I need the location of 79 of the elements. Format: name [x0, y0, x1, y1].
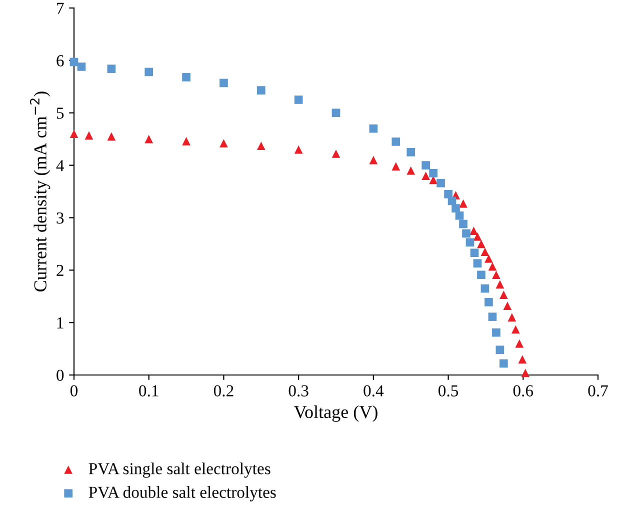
- point: [294, 145, 303, 154]
- point: [256, 142, 266, 150]
- x-tick-label: 0.6: [513, 385, 534, 397]
- y-axis-title: Current density (mA cm$^{−2}$): [30, 92, 50, 292]
- point: [369, 156, 378, 164]
- point: [406, 148, 416, 156]
- point: [477, 270, 486, 280]
- x-tick-label: 0.7: [588, 385, 608, 397]
- x-tick-label: 0.3: [288, 385, 308, 397]
- point: [466, 238, 474, 247]
- point: [369, 124, 378, 133]
- point: [107, 64, 116, 73]
- point: [332, 150, 340, 158]
- y-tick-label: 7: [57, 2, 64, 14]
- point: [480, 248, 490, 256]
- y-tick-label: 4: [56, 160, 64, 172]
- point: [484, 298, 493, 306]
- point: [429, 168, 438, 178]
- point: [462, 229, 470, 238]
- point: [521, 368, 530, 378]
- point: [500, 359, 508, 368]
- point: [508, 313, 516, 322]
- y-tick-label: 0: [56, 370, 64, 381]
- point: [511, 325, 520, 334]
- point: [70, 58, 78, 66]
- x-axis-title: Voltage (V): [294, 405, 378, 422]
- point: [220, 78, 228, 88]
- point: [459, 220, 468, 228]
- point: [182, 137, 190, 146]
- point: [144, 68, 154, 76]
- point: [77, 62, 86, 71]
- x-tick-label: 0.1: [139, 385, 158, 397]
- legend-label: PVA single salt electrolytes: [88, 462, 270, 478]
- point: [70, 130, 78, 138]
- point: [107, 132, 116, 141]
- point: [518, 355, 527, 364]
- point: [220, 139, 228, 148]
- point: [436, 178, 445, 188]
- y-tick-label: 6: [56, 55, 64, 66]
- point: [256, 86, 266, 94]
- point: [392, 162, 400, 170]
- y-tick-label: 5: [56, 108, 64, 119]
- point: [480, 284, 490, 293]
- point: [422, 161, 430, 170]
- legend-label: PVA double salt electrolytes: [88, 486, 276, 502]
- y-tick-label: 2: [56, 264, 64, 276]
- x-tick-label: 0: [70, 385, 78, 396]
- point: [492, 270, 500, 280]
- point: [392, 138, 400, 146]
- point: [452, 204, 460, 212]
- point: [496, 346, 504, 354]
- point: [144, 134, 154, 144]
- point: [500, 290, 508, 299]
- x-tick-label: 0.4: [364, 385, 384, 397]
- point: [503, 302, 512, 310]
- point: [496, 280, 504, 288]
- point: [444, 190, 452, 198]
- point: [332, 108, 340, 118]
- point: [488, 312, 497, 321]
- point: [470, 226, 478, 235]
- point: [294, 96, 303, 104]
- point: [455, 211, 464, 220]
- x-tick-label: 0.5: [438, 385, 458, 397]
- y-tick-label: 3: [56, 212, 64, 224]
- point: [488, 262, 497, 271]
- point: [515, 339, 524, 348]
- point: [84, 131, 94, 140]
- point: [470, 248, 479, 258]
- x-tick-label: 0.2: [214, 385, 234, 397]
- y-tick-label: 1: [57, 317, 64, 328]
- point: [473, 232, 482, 241]
- point: [182, 73, 190, 82]
- point: [473, 259, 482, 268]
- point: [477, 240, 486, 248]
- point: [422, 172, 430, 180]
- point: [406, 166, 416, 175]
- point: [459, 199, 468, 208]
- point: [484, 254, 493, 263]
- point: [492, 328, 500, 337]
